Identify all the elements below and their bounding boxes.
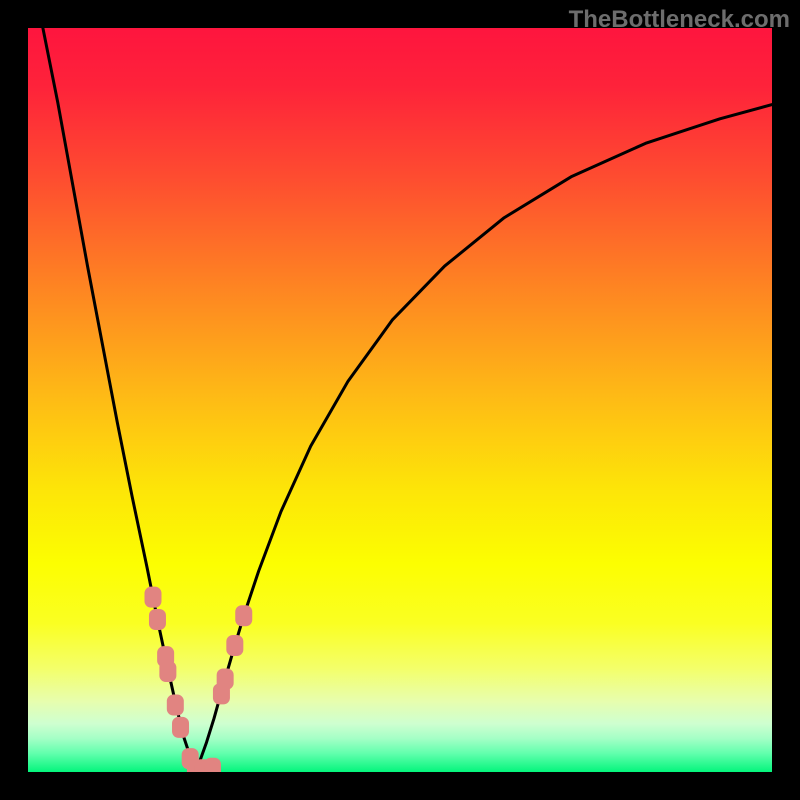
chart-svg xyxy=(28,28,772,772)
data-marker xyxy=(227,636,243,656)
data-marker xyxy=(149,609,165,629)
data-marker xyxy=(160,662,176,682)
chart-outer-frame: TheBottleneck.com xyxy=(0,0,800,800)
watermark-text: TheBottleneck.com xyxy=(569,6,790,34)
data-marker xyxy=(205,758,221,772)
data-marker xyxy=(167,695,183,715)
plot-area xyxy=(28,28,772,772)
data-marker xyxy=(217,669,233,689)
data-marker xyxy=(173,717,189,737)
data-marker xyxy=(236,606,252,626)
data-marker xyxy=(145,587,161,607)
